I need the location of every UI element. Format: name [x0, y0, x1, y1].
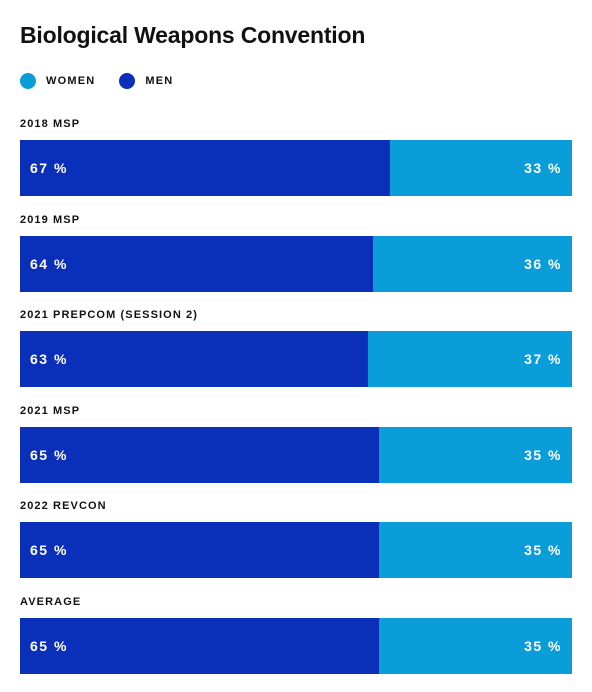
data-label-men: 65 % [30, 542, 68, 558]
data-label-women: 35 % [524, 446, 562, 463]
data-label-men: 64 % [30, 255, 68, 272]
bar-row: 2022 REVCON 65 % 35 % [20, 498, 572, 578]
bar-segment-men: 67 % [20, 140, 390, 196]
bar-row: 2021 MSP 65 % 35 % [20, 403, 572, 483]
bar-segment-men: 65 % [20, 522, 379, 578]
data-label-women: 36 % [524, 255, 562, 272]
stacked-bar: 65 % 35 % [20, 617, 572, 674]
bar-segment-women: 35 % [379, 426, 572, 483]
bar-row: 2019 MSP 64 % 36 % [20, 212, 572, 292]
data-label-men: 65 % [30, 446, 68, 463]
category-label: 2021 MSP [20, 404, 81, 417]
bar-row: AVERAGE 65 % 35 % [20, 594, 572, 674]
legend-swatch-men [119, 73, 136, 89]
legend-label-men: MEN [145, 75, 174, 87]
stacked-bar: 64 % 36 % [20, 235, 572, 292]
category-label: 2022 REVCON [20, 500, 107, 512]
bar-segment-men: 65 % [20, 426, 379, 483]
bar-row: 2021 PREPCOM (SESSION 2) 63 % 37 % [20, 307, 572, 387]
data-label-men: 63 % [30, 351, 68, 367]
legend-item-women: WOMEN [20, 73, 95, 89]
bar-segment-men: 64 % [20, 235, 373, 292]
category-label: 2018 MSP [20, 118, 81, 130]
category-label: AVERAGE [20, 595, 82, 608]
data-label-men: 67 % [30, 160, 68, 176]
stacked-bar: 67 % 33 % [20, 140, 572, 196]
bar-segment-women: 33 % [390, 140, 572, 196]
data-label-women: 37 % [524, 351, 562, 367]
category-label: 2021 PREPCOM (SESSION 2) [20, 309, 199, 321]
legend: WOMEN MEN [20, 73, 197, 89]
bar-row: 2018 MSP 67 % 33 % [20, 116, 572, 196]
legend-swatch-women [20, 73, 36, 89]
legend-item-men: MEN [119, 73, 173, 89]
legend-label-women: WOMEN [46, 75, 96, 87]
data-label-women: 33 % [524, 160, 562, 176]
bar-segment-women: 37 % [368, 331, 572, 387]
stacked-bar: 65 % 35 % [20, 426, 572, 483]
data-label-men: 65 % [30, 637, 68, 654]
bar-segment-women: 36 % [373, 235, 572, 292]
chart-title: Biological Weapons Convention [20, 22, 366, 48]
category-label: 2019 MSP [20, 213, 81, 226]
stacked-bar: 65 % 35 % [20, 522, 572, 578]
stacked-bar: 63 % 37 % [20, 331, 572, 387]
bar-segment-women: 35 % [379, 522, 572, 578]
data-label-women: 35 % [524, 637, 562, 654]
bar-segment-women: 35 % [379, 617, 572, 674]
bar-segment-men: 65 % [20, 617, 379, 674]
data-label-women: 35 % [524, 542, 562, 558]
bar-segment-men: 63 % [20, 331, 368, 387]
